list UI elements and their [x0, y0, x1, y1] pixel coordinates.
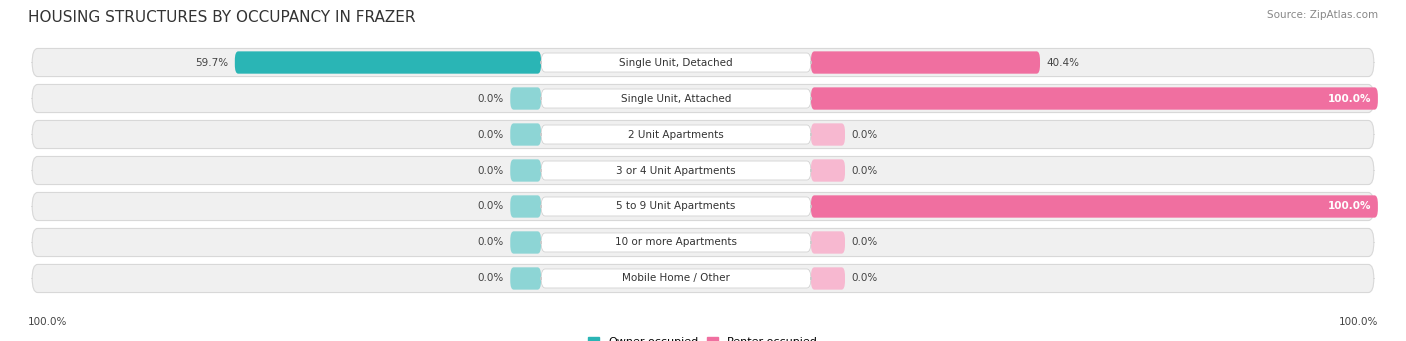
Text: 0.0%: 0.0% [477, 165, 503, 176]
FancyBboxPatch shape [32, 265, 1374, 293]
Text: 100.0%: 100.0% [1339, 317, 1378, 327]
FancyBboxPatch shape [510, 195, 541, 218]
Text: Single Unit, Detached: Single Unit, Detached [619, 58, 733, 68]
FancyBboxPatch shape [510, 87, 541, 110]
FancyBboxPatch shape [811, 123, 845, 146]
FancyBboxPatch shape [811, 51, 1040, 74]
Text: 0.0%: 0.0% [477, 273, 503, 283]
FancyBboxPatch shape [811, 195, 1378, 218]
FancyBboxPatch shape [541, 53, 811, 72]
Text: 100.0%: 100.0% [28, 317, 67, 327]
FancyBboxPatch shape [541, 197, 811, 216]
FancyBboxPatch shape [541, 125, 811, 144]
FancyBboxPatch shape [235, 51, 541, 74]
FancyBboxPatch shape [32, 85, 1374, 113]
FancyBboxPatch shape [32, 120, 1374, 149]
Text: 0.0%: 0.0% [477, 237, 503, 248]
Text: 0.0%: 0.0% [852, 165, 877, 176]
FancyBboxPatch shape [510, 267, 541, 290]
Text: Mobile Home / Other: Mobile Home / Other [621, 273, 730, 283]
FancyBboxPatch shape [811, 267, 845, 290]
FancyBboxPatch shape [510, 123, 541, 146]
FancyBboxPatch shape [32, 48, 1374, 77]
FancyBboxPatch shape [32, 157, 1374, 184]
Text: Source: ZipAtlas.com: Source: ZipAtlas.com [1267, 10, 1378, 20]
Text: 0.0%: 0.0% [852, 273, 877, 283]
Text: 0.0%: 0.0% [477, 93, 503, 104]
Text: 3 or 4 Unit Apartments: 3 or 4 Unit Apartments [616, 165, 735, 176]
Text: 10 or more Apartments: 10 or more Apartments [614, 237, 737, 248]
FancyBboxPatch shape [541, 269, 811, 288]
Text: 40.4%: 40.4% [1046, 58, 1080, 68]
Text: 0.0%: 0.0% [852, 237, 877, 248]
FancyBboxPatch shape [32, 228, 1374, 256]
FancyBboxPatch shape [510, 159, 541, 182]
Text: 59.7%: 59.7% [195, 58, 228, 68]
FancyBboxPatch shape [541, 161, 811, 180]
FancyBboxPatch shape [811, 159, 845, 182]
Text: Single Unit, Attached: Single Unit, Attached [621, 93, 731, 104]
Text: HOUSING STRUCTURES BY OCCUPANCY IN FRAZER: HOUSING STRUCTURES BY OCCUPANCY IN FRAZE… [28, 10, 416, 25]
Legend: Owner-occupied, Renter-occupied: Owner-occupied, Renter-occupied [583, 332, 823, 341]
FancyBboxPatch shape [541, 233, 811, 252]
FancyBboxPatch shape [32, 192, 1374, 221]
FancyBboxPatch shape [811, 87, 1378, 110]
Text: 2 Unit Apartments: 2 Unit Apartments [628, 130, 724, 139]
Text: 0.0%: 0.0% [477, 130, 503, 139]
Text: 100.0%: 100.0% [1327, 93, 1371, 104]
FancyBboxPatch shape [541, 89, 811, 108]
Text: 100.0%: 100.0% [1327, 202, 1371, 211]
FancyBboxPatch shape [510, 231, 541, 254]
Text: 5 to 9 Unit Apartments: 5 to 9 Unit Apartments [616, 202, 735, 211]
FancyBboxPatch shape [811, 231, 845, 254]
Text: 0.0%: 0.0% [477, 202, 503, 211]
Text: 0.0%: 0.0% [852, 130, 877, 139]
